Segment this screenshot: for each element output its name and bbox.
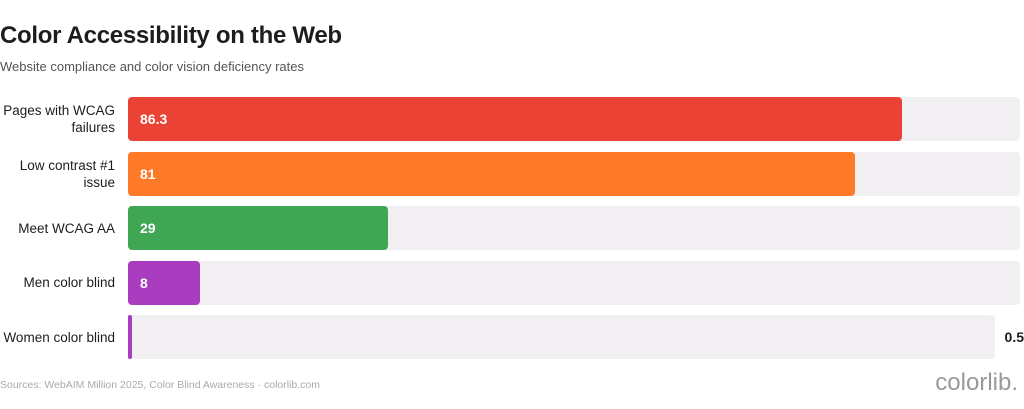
category-label: Meet WCAG AA xyxy=(18,220,115,236)
category-label: Women color blind xyxy=(3,329,115,345)
chart-subtitle: Website compliance and color vision defi… xyxy=(0,59,304,74)
value-label: 0.5 xyxy=(1004,329,1024,346)
bar xyxy=(128,315,133,360)
category-label: Men color blind xyxy=(23,275,115,291)
category-label: Pages with WCAG failures xyxy=(3,103,115,135)
bar xyxy=(128,151,855,196)
chart-title: Color Accessibility on the Web xyxy=(0,22,342,49)
bar-track xyxy=(128,260,1020,305)
source-note: Sources: WebAIM Million 2025, Color Blin… xyxy=(0,379,320,391)
bar-track xyxy=(128,315,995,360)
brand-logo: colorlib. xyxy=(935,369,1018,396)
bar xyxy=(128,260,200,305)
value-label: 81 xyxy=(140,165,156,182)
value-label: 29 xyxy=(140,220,156,237)
value-label: 8 xyxy=(140,274,148,291)
value-label: 86.3 xyxy=(140,111,168,127)
bar xyxy=(128,97,903,141)
bar xyxy=(128,206,389,251)
category-label: Low contrast #1 issue xyxy=(19,157,115,190)
